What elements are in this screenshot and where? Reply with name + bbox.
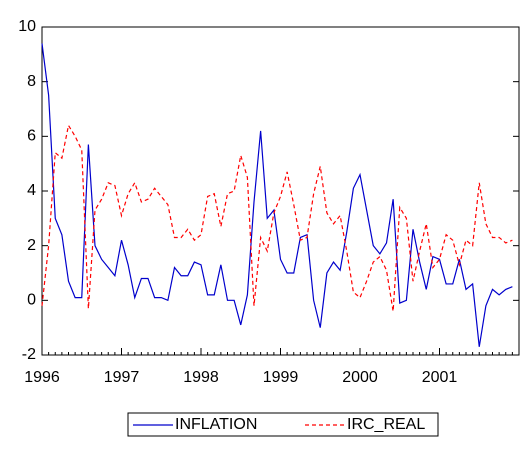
x-tick-label: 1999 xyxy=(263,369,299,386)
y-tick-label: 6 xyxy=(27,128,36,145)
y-tick-label: 2 xyxy=(27,237,36,254)
x-tick-label: 1996 xyxy=(24,369,60,386)
x-tick-label: 1998 xyxy=(183,369,219,386)
legend-box xyxy=(127,412,439,437)
legend-label: INFLATION xyxy=(175,416,257,433)
plot-frame xyxy=(41,26,520,356)
y-tick-label: 4 xyxy=(27,182,36,199)
y-tick-label: -2 xyxy=(22,346,36,363)
legend-label: IRC_REAL xyxy=(347,416,425,433)
x-tick-label: 1997 xyxy=(104,369,140,386)
x-tick-label: 2000 xyxy=(342,369,378,386)
series-line xyxy=(41,43,513,347)
y-tick-label: 0 xyxy=(27,292,36,309)
y-tick-label: 10 xyxy=(18,18,36,35)
x-tick-label: 2001 xyxy=(422,369,458,386)
y-tick-label: 8 xyxy=(27,73,36,90)
series-line xyxy=(41,123,513,312)
